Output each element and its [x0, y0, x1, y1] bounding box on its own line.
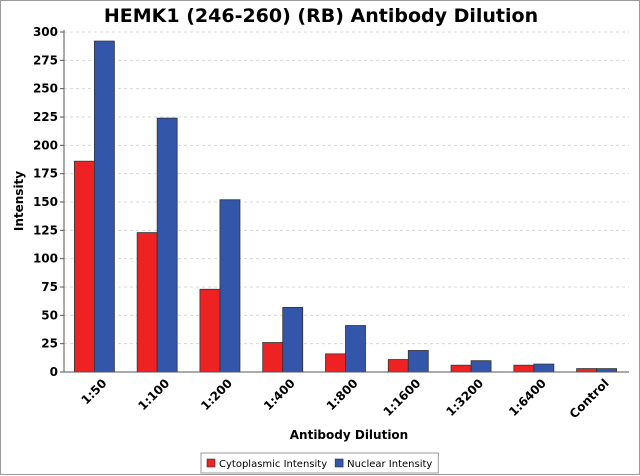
bar: [73, 160, 95, 373]
y-tick-label: 175: [33, 167, 58, 181]
chart-title: HEMK1 (246-260) (RB) Antibody Dilution: [104, 5, 538, 27]
x-tick-label: 1:200: [198, 376, 235, 413]
y-tick-label: 0: [50, 365, 58, 379]
x-tick-label: 1:800: [324, 376, 361, 413]
legend-label: Nuclear Intensity: [347, 459, 432, 470]
x-tick-label: 1:6400: [506, 376, 549, 419]
bar: [576, 368, 598, 373]
y-tick-label: 125: [33, 223, 58, 237]
y-axis-label: Intensity: [12, 171, 26, 231]
y-tick-label: 100: [33, 252, 58, 266]
bar: [282, 306, 304, 373]
bar: [325, 353, 346, 373]
bar: [262, 342, 284, 373]
bar: [387, 359, 409, 373]
x-axis-label: Antibody Dilution: [290, 428, 408, 442]
bar: [345, 325, 366, 373]
bar: [199, 288, 221, 373]
x-tick-label: 1:400: [261, 376, 298, 413]
y-tick-label: 75: [41, 280, 58, 294]
legend-box: [200, 452, 439, 474]
bar: [470, 360, 492, 373]
x-tick-label: 1:50: [78, 376, 109, 407]
bar: [93, 40, 115, 373]
gridlines: [64, 31, 629, 345]
y-tick-label: 25: [41, 337, 58, 351]
legend-swatch: [206, 458, 216, 468]
bar: [513, 364, 535, 373]
y-tick-label: 200: [33, 138, 58, 152]
y-tick-label: 50: [41, 308, 58, 322]
y-tick-label: 150: [33, 195, 58, 209]
y-tick-label: 300: [33, 25, 58, 39]
bar: [156, 117, 178, 373]
legend: Cytoplasmic Intensity Nuclear Intensity: [200, 452, 439, 474]
y-tick-label: 250: [33, 82, 58, 96]
y-tick-label: 275: [33, 53, 58, 67]
x-tick-label: 1:100: [135, 376, 172, 413]
bar: [596, 368, 618, 373]
x-tick-label: 1:1600: [381, 376, 424, 419]
x-tick-label: Control: [567, 376, 612, 421]
bar: [533, 363, 555, 373]
x-tick-label: 1:3200: [443, 376, 486, 419]
bar: [219, 199, 241, 373]
bar: [450, 364, 472, 373]
legend-label: Cytoplasmic Intensity: [219, 459, 327, 470]
bar: [407, 350, 429, 373]
bar: [136, 232, 158, 373]
legend-swatch: [334, 458, 344, 468]
bars: [73, 40, 618, 373]
y-tick-label: 225: [33, 110, 58, 124]
